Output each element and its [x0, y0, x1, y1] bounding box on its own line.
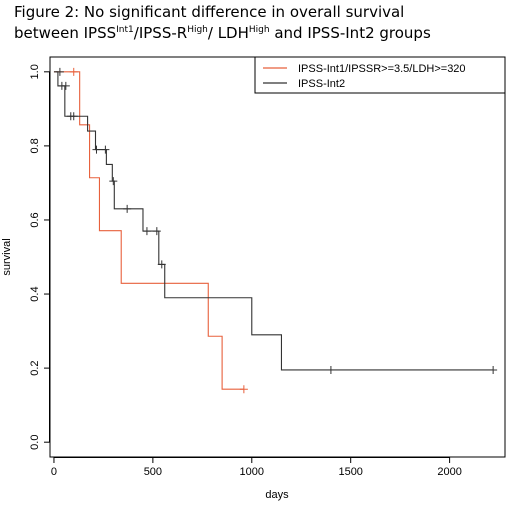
y-tick-label: 0.6 — [29, 212, 41, 227]
censor-mark — [142, 227, 151, 236]
title-part-d: and IPSS-Int2 groups — [269, 24, 431, 42]
series-2-survival-curve — [53, 71, 494, 371]
y-tick-label: 0.4 — [29, 286, 41, 301]
title-part-b: /IPSS-R — [133, 24, 188, 42]
legend-label: IPSS-Int1/IPSSR>=3.5/LDH>=320 — [298, 63, 466, 75]
title-sup-high-1: High — [187, 25, 208, 35]
y-tick-label: 1.0 — [29, 64, 41, 79]
x-tick-label: 1500 — [338, 466, 362, 478]
x-tick-label: 1000 — [240, 466, 264, 478]
x-tick-label: 2000 — [437, 466, 461, 478]
x-axis-title: days — [265, 489, 289, 501]
y-tick-label: 0.0 — [29, 435, 41, 450]
series-1-survival-curve — [53, 71, 244, 390]
plot-frame — [49, 56, 506, 458]
censor-mark — [157, 260, 166, 269]
x-tick-label: 500 — [144, 466, 162, 478]
title-line-1: Figure 2: No significant difference in o… — [14, 3, 405, 21]
series-layer — [53, 67, 498, 394]
axes: 0 500 1000 1500 2000 0.0 0.2 0.4 0.6 0.8 1.0 — [29, 64, 462, 478]
legend-label: IPSS-Int2 — [298, 78, 345, 90]
legend-box — [254, 56, 506, 94]
censor-mark — [239, 385, 248, 394]
censor-mark — [69, 67, 78, 76]
censor-mark — [61, 81, 70, 90]
censor-mark — [55, 67, 64, 76]
censor-mark — [92, 145, 101, 154]
y-tick-label: 0.2 — [29, 360, 41, 375]
title-part-c: / LDH — [207, 24, 249, 42]
censor-mark — [109, 177, 118, 186]
legend: IPSS-Int1/IPSSR>=3.5/LDH>=320 IPSS-Int2 — [254, 56, 506, 94]
x-tick-label: 0 — [51, 466, 57, 478]
title-part-a: between IPSS — [14, 24, 117, 42]
figure-title: Figure 2: No significant difference in o… — [14, 2, 518, 44]
y-axis-title: survival — [1, 238, 13, 275]
censor-mark — [69, 112, 78, 121]
title-line-2: between IPSSInt1/IPSS-RHigh/ LDHHigh and… — [14, 23, 518, 44]
censor-mark — [101, 145, 110, 154]
censor-mark — [326, 365, 335, 374]
censor-mark — [152, 227, 161, 236]
censor-mark — [123, 204, 132, 213]
title-sup-int1: Int1 — [116, 25, 134, 35]
y-tick-label: 0.8 — [29, 138, 41, 153]
title-sup-high-2: High — [248, 25, 270, 35]
censor-mark — [489, 365, 498, 374]
